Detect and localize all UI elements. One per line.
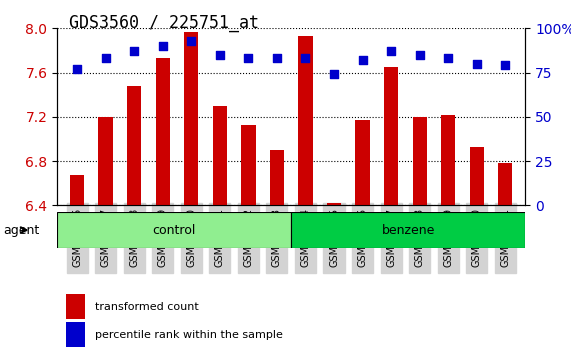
Bar xyxy=(355,120,370,354)
Bar xyxy=(270,150,284,354)
Text: agent: agent xyxy=(3,224,39,236)
Point xyxy=(187,38,196,44)
FancyBboxPatch shape xyxy=(291,212,525,248)
Point xyxy=(130,48,139,54)
Bar xyxy=(241,125,256,354)
FancyBboxPatch shape xyxy=(57,212,291,248)
Point xyxy=(73,66,82,72)
Point xyxy=(358,57,367,63)
Bar xyxy=(155,58,170,354)
Bar xyxy=(327,203,341,354)
Bar xyxy=(66,294,85,319)
Point xyxy=(101,56,110,61)
Bar xyxy=(384,67,398,354)
Point xyxy=(158,43,167,49)
Bar xyxy=(212,106,227,354)
Point xyxy=(244,56,253,61)
Point xyxy=(472,61,481,67)
Bar xyxy=(184,32,199,354)
Point xyxy=(387,48,396,54)
Text: transformed count: transformed count xyxy=(95,302,198,312)
Point xyxy=(272,56,282,61)
Bar xyxy=(99,117,113,354)
Point xyxy=(215,52,224,58)
Bar xyxy=(298,36,312,354)
Text: control: control xyxy=(152,224,196,236)
Point xyxy=(301,56,310,61)
Text: benzene: benzene xyxy=(381,224,435,236)
Text: percentile rank within the sample: percentile rank within the sample xyxy=(95,330,283,340)
Point xyxy=(444,56,453,61)
Bar xyxy=(412,117,427,354)
Point xyxy=(501,63,510,68)
Bar xyxy=(498,163,513,354)
Bar xyxy=(441,115,455,354)
Point xyxy=(329,72,339,77)
Bar xyxy=(469,147,484,354)
Bar xyxy=(70,176,85,354)
Text: GDS3560 / 225751_at: GDS3560 / 225751_at xyxy=(69,14,259,32)
Bar xyxy=(127,86,142,354)
Point xyxy=(415,52,424,58)
Bar xyxy=(66,322,85,347)
